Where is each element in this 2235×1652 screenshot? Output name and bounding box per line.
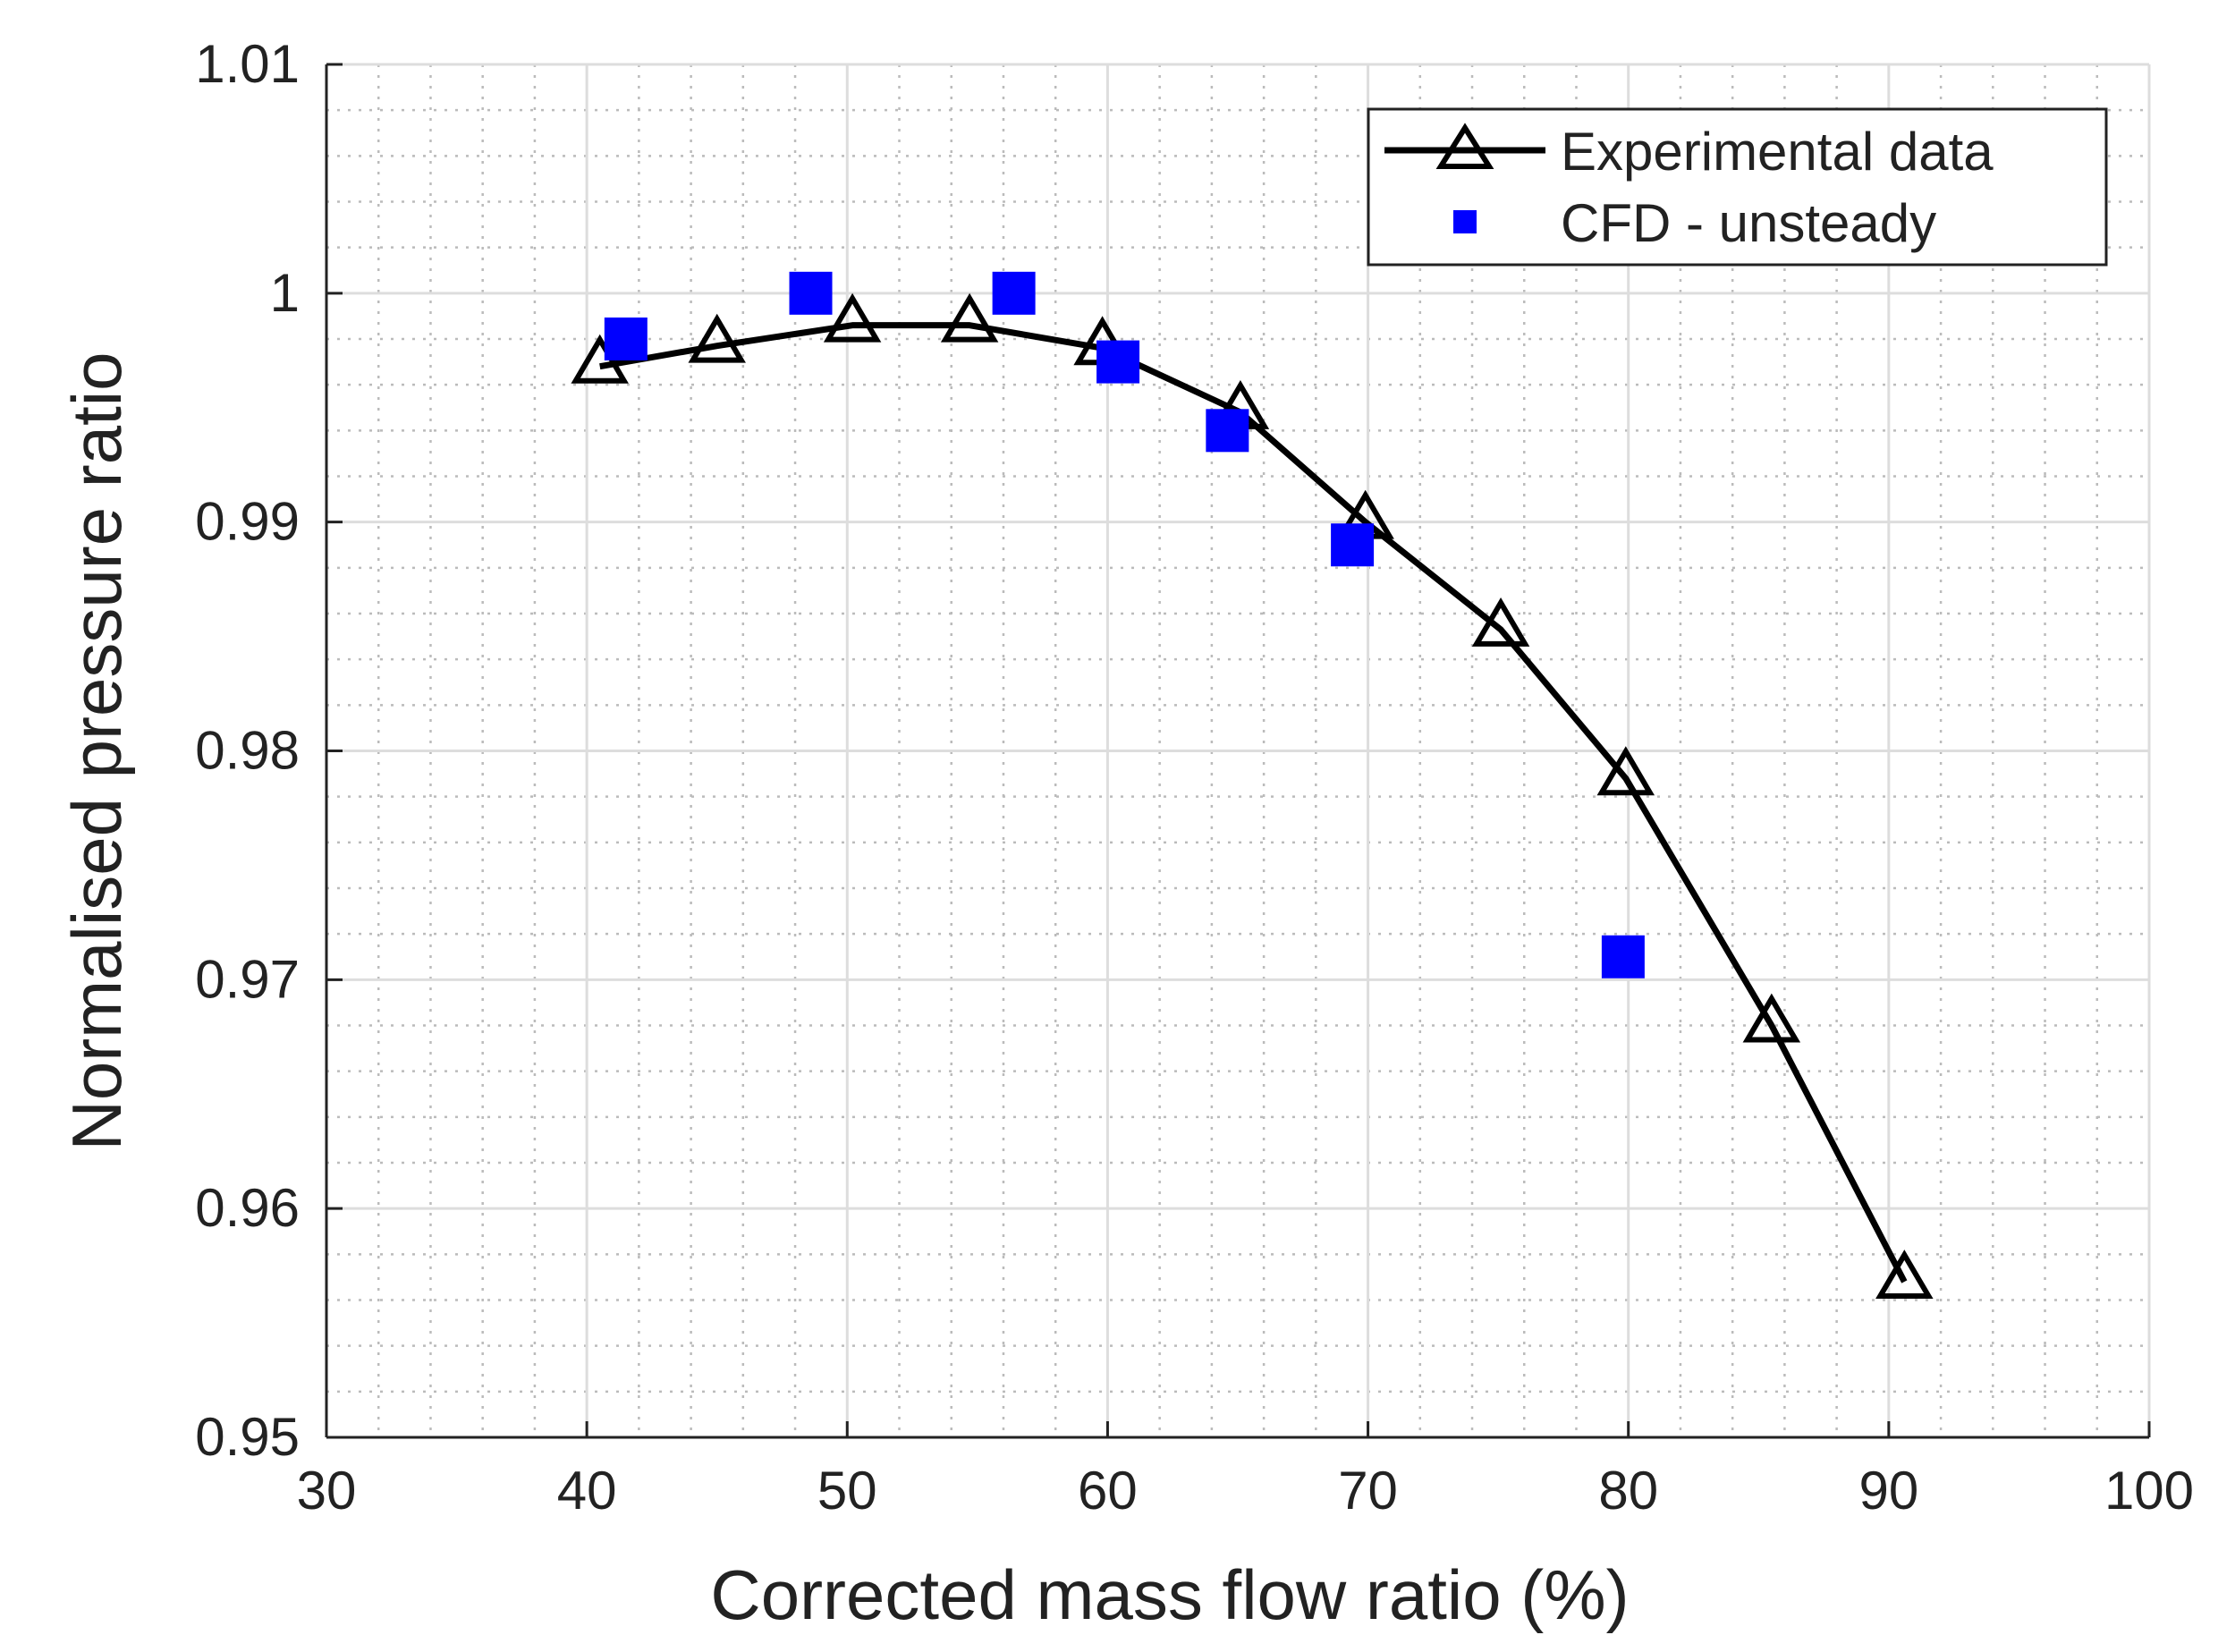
cfd-point <box>992 271 1036 315</box>
x-tick-label: 90 <box>1858 1461 1918 1521</box>
y-tick-label: 0.95 <box>195 1407 300 1467</box>
y-tick-label: 0.96 <box>195 1178 300 1238</box>
x-tick-label: 70 <box>1338 1461 1398 1521</box>
x-tick-label: 50 <box>817 1461 877 1521</box>
y-tick-label: 1 <box>270 263 300 323</box>
x-tick-label: 40 <box>557 1461 617 1521</box>
series <box>571 271 1934 1300</box>
experimental-point <box>823 292 882 343</box>
legend-square-icon <box>1453 210 1477 233</box>
experimental-point <box>1742 993 1801 1043</box>
experimental-point <box>1596 746 1655 796</box>
experimental-point <box>1471 597 1530 647</box>
x-tick-label: 30 <box>297 1461 357 1521</box>
legend-box <box>1367 107 2108 267</box>
experimental-point <box>940 292 999 343</box>
cfd-point <box>604 318 648 360</box>
cfd-point <box>1331 523 1375 567</box>
legend-label-experimental: Experimental data <box>1561 122 1994 182</box>
legend-triangle-icon <box>1435 123 1494 169</box>
experimental-point <box>688 313 746 363</box>
x-tick-label: 100 <box>2104 1461 2194 1521</box>
legend: Experimental data CFD - unsteady <box>1367 107 2108 267</box>
x-axis-label: Corrected mass flow ratio (%) <box>710 1555 1629 1634</box>
x-tick-label: 80 <box>1598 1461 1658 1521</box>
y-tick-label: 0.98 <box>195 721 300 781</box>
x-tick-label: 60 <box>1078 1461 1138 1521</box>
y-axis-label: Normalised pressure ratio <box>57 352 136 1150</box>
y-tick-label: 0.97 <box>195 949 300 1009</box>
y-tick-label: 1.01 <box>195 34 300 94</box>
cfd-point <box>789 271 833 315</box>
cfd-point <box>1601 935 1645 978</box>
cfd-point <box>1206 409 1249 453</box>
y-tick-label: 0.99 <box>195 492 300 552</box>
cfd-point <box>1096 340 1140 384</box>
legend-label-cfd: CFD - unsteady <box>1561 193 1936 253</box>
axes: 30 40 50 60 70 80 90 100 0.95 0.96 0.97 0.98 0.99 1 1.… <box>195 34 2194 1521</box>
experimental-point <box>1875 1250 1934 1300</box>
